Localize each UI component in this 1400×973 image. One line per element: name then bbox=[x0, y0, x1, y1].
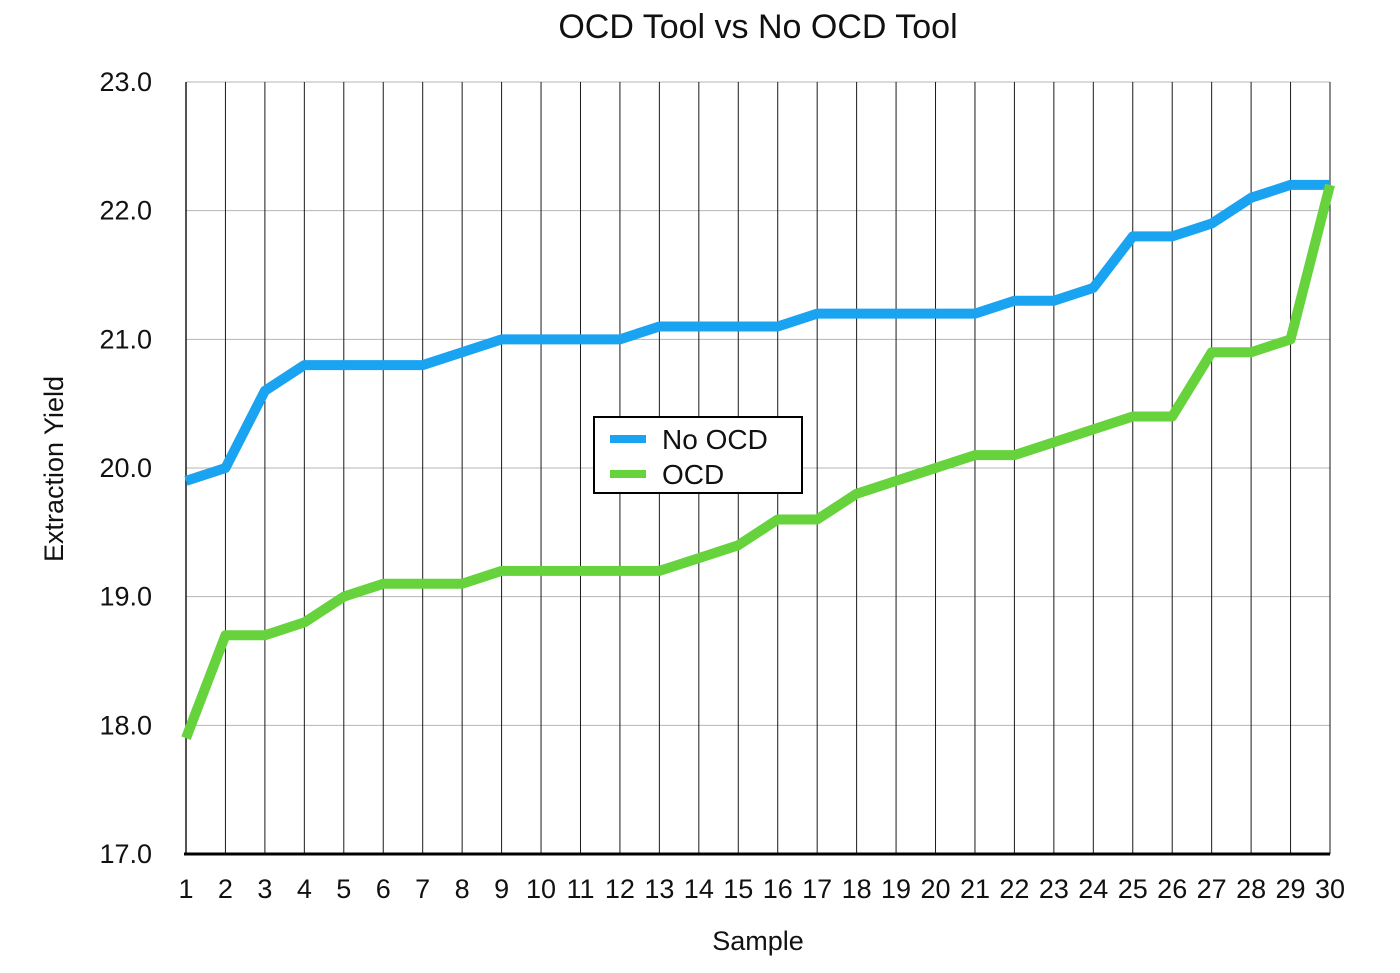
series-line-ocd bbox=[181, 183, 1335, 740]
series-lines bbox=[181, 179, 1335, 740]
x-tick-label: 28 bbox=[1236, 874, 1266, 904]
x-tick-label: 15 bbox=[723, 874, 753, 904]
x-tick-label: 30 bbox=[1315, 874, 1345, 904]
y-tick-label: 18.0 bbox=[99, 710, 152, 740]
x-tick-label: 14 bbox=[684, 874, 714, 904]
x-tick-labels: 1 2 3 4 5 6 7 8 9 10 11 12 13 14 15 16 17 18 19 20 21 22 23 24 2… bbox=[178, 874, 1345, 904]
y-tick-labels: 17.0 18.0 19.0 20.0 21.0 22.0 23.0 bbox=[99, 67, 152, 869]
series-line-no-ocd bbox=[184, 179, 1330, 486]
x-tick-label: 19 bbox=[881, 874, 911, 904]
x-tick-label: 21 bbox=[960, 874, 990, 904]
x-tick-label: 6 bbox=[376, 874, 391, 904]
x-tick-label: 13 bbox=[644, 874, 674, 904]
x-tick-label: 9 bbox=[494, 874, 509, 904]
x-tick-label: 12 bbox=[605, 874, 635, 904]
x-tick-label: 22 bbox=[999, 874, 1029, 904]
y-tick-label: 21.0 bbox=[99, 324, 152, 354]
x-tick-label: 17 bbox=[802, 874, 832, 904]
legend-box bbox=[593, 416, 803, 494]
y-tick-label: 23.0 bbox=[99, 67, 152, 97]
x-tick-label: 1 bbox=[178, 874, 193, 904]
y-tick-label: 17.0 bbox=[99, 839, 152, 869]
x-tick-label: 26 bbox=[1157, 874, 1187, 904]
x-tick-label: 11 bbox=[566, 874, 594, 904]
y-tick-label: 19.0 bbox=[99, 582, 152, 612]
x-tick-label: 29 bbox=[1276, 874, 1306, 904]
chart-title: OCD Tool vs No OCD Tool bbox=[558, 8, 957, 46]
x-axis-label: Sample bbox=[712, 926, 804, 956]
y-axis-label: Extraction Yield bbox=[39, 376, 69, 562]
x-tick-label: 20 bbox=[920, 874, 950, 904]
x-tick-label: 23 bbox=[1039, 874, 1069, 904]
legend-label: No OCD bbox=[662, 424, 768, 455]
y-tick-label: 20.0 bbox=[99, 453, 152, 483]
x-tick-label: 5 bbox=[336, 874, 351, 904]
x-tick-label: 7 bbox=[415, 874, 430, 904]
x-tick-label: 4 bbox=[297, 874, 312, 904]
x-tick-label: 16 bbox=[763, 874, 793, 904]
x-tick-label: 8 bbox=[455, 874, 470, 904]
x-tick-label: 2 bbox=[218, 874, 233, 904]
x-tick-label: 10 bbox=[526, 874, 556, 904]
legend: No OCD OCD bbox=[593, 416, 803, 494]
y-tick-label: 22.0 bbox=[99, 196, 152, 226]
x-tick-label: 25 bbox=[1118, 874, 1148, 904]
x-tick-label: 27 bbox=[1197, 874, 1227, 904]
x-tick-label: 18 bbox=[842, 874, 872, 904]
x-tick-label: 3 bbox=[257, 874, 272, 904]
legend-label: OCD bbox=[662, 459, 724, 490]
x-tick-label: 24 bbox=[1078, 874, 1108, 904]
